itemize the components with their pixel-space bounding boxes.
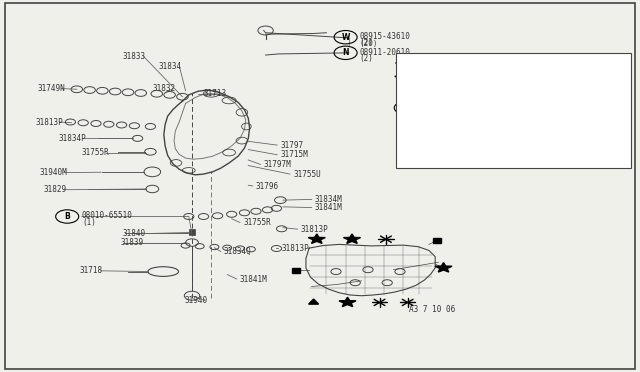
Text: 31797: 31797 <box>280 141 303 150</box>
Text: 31813P: 31813P <box>35 118 63 126</box>
Text: 31715M: 31715M <box>280 150 308 159</box>
Text: A3 7 10 06: A3 7 10 06 <box>409 305 455 314</box>
Text: B: B <box>65 212 70 221</box>
Polygon shape <box>435 263 452 272</box>
Text: 31813P: 31813P <box>301 225 328 234</box>
Text: 31834: 31834 <box>159 62 182 71</box>
Text: 31834Q: 31834Q <box>224 247 252 256</box>
Polygon shape <box>308 299 319 304</box>
Bar <box>399 91 410 97</box>
Text: B: B <box>426 60 431 66</box>
Text: (2): (2) <box>442 109 456 118</box>
Bar <box>292 268 301 273</box>
Bar <box>189 229 195 235</box>
Text: 31839: 31839 <box>120 238 143 247</box>
Text: 31833: 31833 <box>123 52 146 61</box>
Text: 08120-64522: 08120-64522 <box>442 72 492 81</box>
Text: 08120-66022: 08120-66022 <box>442 57 492 66</box>
Text: N: N <box>426 91 432 97</box>
Text: 31718: 31718 <box>80 266 103 275</box>
Text: (2): (2) <box>360 54 374 63</box>
Text: W: W <box>425 105 433 111</box>
Text: 31834M: 31834M <box>315 195 342 204</box>
Text: 08915-43610: 08915-43610 <box>360 32 410 41</box>
Text: 31841M: 31841M <box>315 203 342 212</box>
FancyBboxPatch shape <box>396 53 631 168</box>
Polygon shape <box>395 72 414 83</box>
Polygon shape <box>339 297 356 307</box>
Text: 31755R: 31755R <box>82 148 109 157</box>
Polygon shape <box>308 234 325 243</box>
Text: W: W <box>401 105 408 111</box>
Bar <box>433 238 442 243</box>
Text: (1): (1) <box>82 218 96 227</box>
Text: 31841M: 31841M <box>240 275 268 283</box>
Text: 31749N: 31749N <box>37 84 65 93</box>
Text: B: B <box>426 75 431 81</box>
Text: 31829: 31829 <box>44 185 67 194</box>
Text: 31813P: 31813P <box>282 244 309 253</box>
Text: (2): (2) <box>360 38 374 47</box>
Text: 31755R: 31755R <box>243 218 271 227</box>
Text: 08010-65510: 08010-65510 <box>82 211 132 220</box>
Polygon shape <box>344 234 360 243</box>
Text: 08915-43610: 08915-43610 <box>442 102 492 110</box>
Text: 31796: 31796 <box>256 182 279 190</box>
Text: ⟨20⟩: ⟨20⟩ <box>360 39 378 48</box>
Polygon shape <box>398 118 411 124</box>
Text: 31710A: 31710A <box>434 116 461 125</box>
Text: 08911-20610: 08911-20610 <box>442 87 492 96</box>
Text: (14): (14) <box>442 79 460 88</box>
Text: 31755U: 31755U <box>293 170 321 179</box>
Text: N: N <box>342 48 349 57</box>
Text: W: W <box>341 33 350 42</box>
Text: 31713: 31713 <box>204 89 227 98</box>
Text: 31832: 31832 <box>152 84 175 93</box>
Text: 31840: 31840 <box>123 229 146 238</box>
Text: (2): (2) <box>442 94 456 103</box>
Text: 31940M: 31940M <box>40 168 67 177</box>
Text: 08911-20610: 08911-20610 <box>360 48 410 57</box>
Text: (8): (8) <box>442 64 456 73</box>
Text: 31797M: 31797M <box>264 160 291 169</box>
Text: 31834P: 31834P <box>59 134 86 143</box>
Text: 31940: 31940 <box>184 296 207 305</box>
